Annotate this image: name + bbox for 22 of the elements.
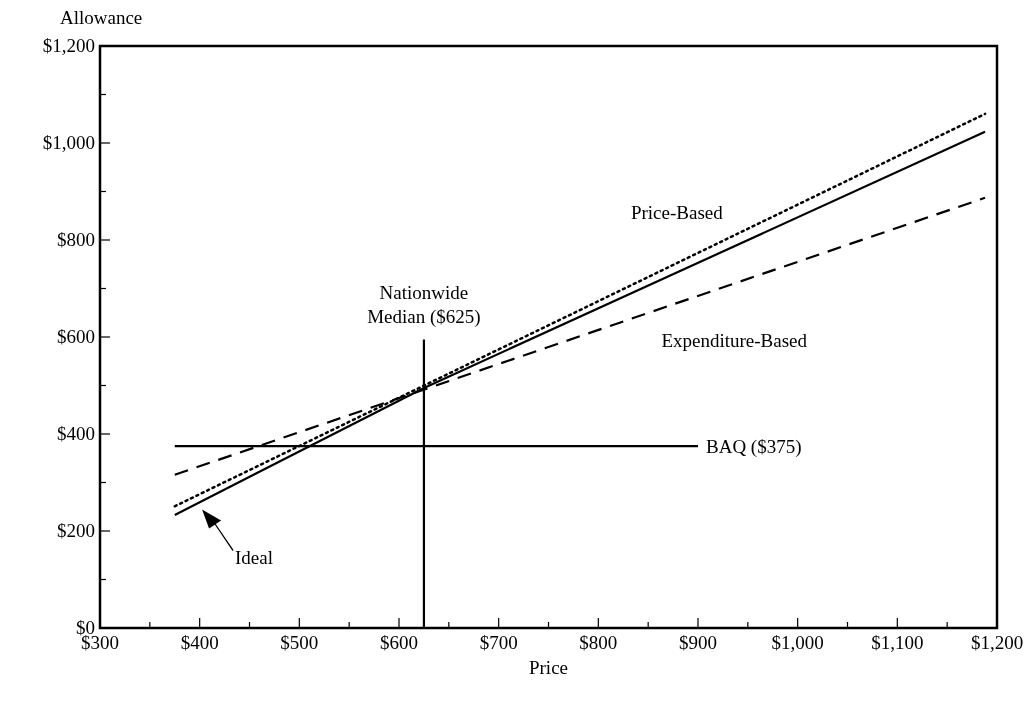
- x-tick-label: $1,000: [771, 632, 824, 653]
- y-tick-label: $800: [57, 229, 95, 250]
- y-tick-label: $600: [57, 326, 95, 347]
- x-tick-label: $400: [180, 632, 219, 653]
- y-axis-title: Allowance: [60, 7, 143, 28]
- series-label: Price-Based: [630, 201, 724, 223]
- y-tick-label: $1,200: [42, 35, 95, 56]
- x-tick-label: $800: [579, 632, 618, 653]
- y-tick-label: $200: [57, 520, 95, 541]
- y-tick-label: $400: [57, 423, 95, 444]
- series-label: Expenditure-Based: [661, 329, 808, 351]
- x-tick-label: $900: [679, 632, 717, 653]
- series-label: Nationwide Median ($625): [367, 282, 481, 329]
- x-tick-label: $600: [380, 632, 418, 653]
- x-tick-label: $700: [479, 632, 518, 653]
- legend-label: Ideal: [235, 546, 274, 568]
- y-tick-label: $1,000: [42, 132, 95, 153]
- x-tick-label: $1,100: [871, 632, 924, 653]
- x-tick-label: $1,200: [970, 632, 1024, 653]
- series-label: BAQ ($375): [706, 436, 802, 459]
- x-axis-title: Price: [528, 657, 569, 678]
- x-tick-label: $500: [280, 632, 319, 653]
